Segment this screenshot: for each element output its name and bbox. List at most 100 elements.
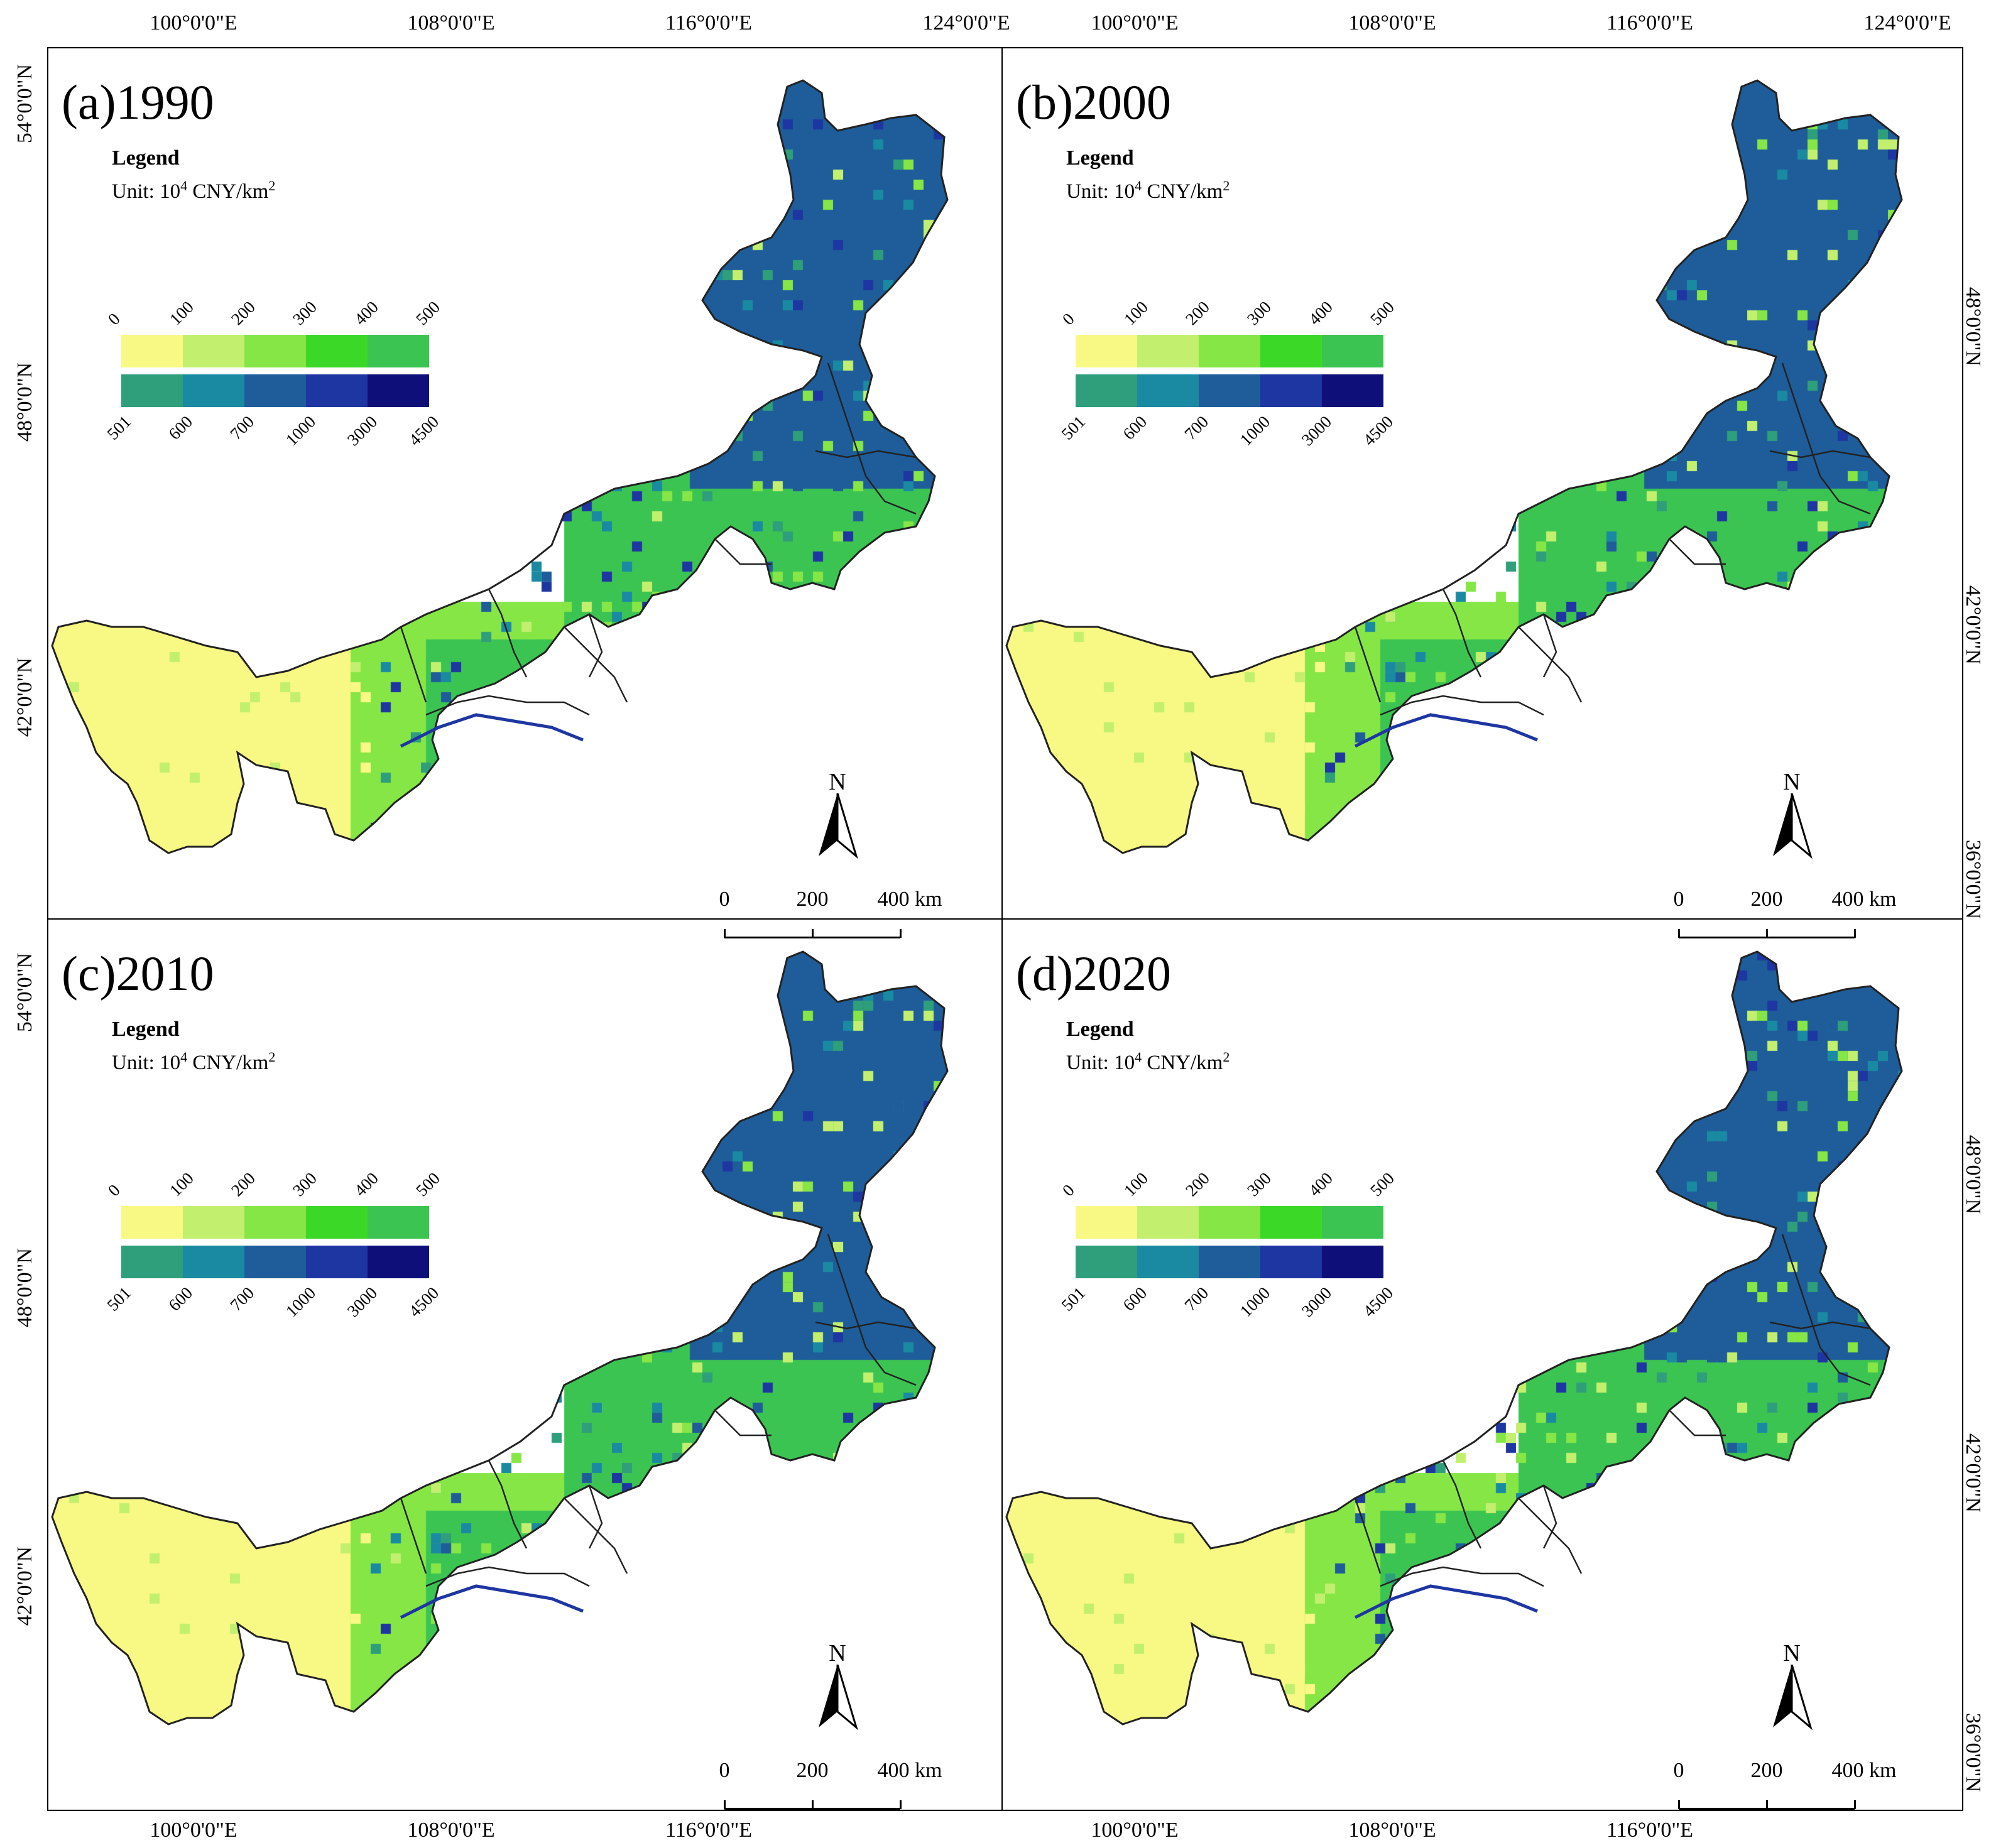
lon-label-top: 124°0'0"E xyxy=(922,11,1010,35)
legend-swatch-bottom xyxy=(1076,1246,1137,1278)
legend-swatch-top xyxy=(1137,1206,1199,1239)
lat-label-right: 36°0'0"N xyxy=(1961,1712,1985,1793)
legend-swatch-bottom xyxy=(1260,1246,1322,1278)
unit-exp: 4 xyxy=(180,1049,188,1065)
legend-swatch-top xyxy=(183,1206,244,1239)
lon-label-top: 100°0'0"E xyxy=(1091,11,1179,35)
lon-label-top: 116°0'0"E xyxy=(1606,11,1694,35)
inner-mongolia-map xyxy=(51,79,949,854)
north-arrow: N xyxy=(1770,768,1814,862)
lat-label-right: 48°0'0"N xyxy=(1961,286,1985,367)
lat-label-right: 48°0'0"N xyxy=(1961,1134,1985,1215)
north-arrow-icon xyxy=(819,1665,858,1731)
legend-swatch-bottom xyxy=(183,374,244,407)
unit-exp: 4 xyxy=(1135,178,1142,193)
north-arrow: N xyxy=(1770,1639,1814,1734)
panel-title: (d)2020 xyxy=(1016,946,1171,1001)
lat-label-left: 42°0'0"N xyxy=(13,657,36,737)
legend-unit: Unit: 104 CNY/km2 xyxy=(112,1049,275,1075)
scale-label-200: 200 xyxy=(1750,888,1783,911)
inner-mongolia-map xyxy=(1005,950,1903,1726)
legend-swatch-bottom xyxy=(306,1246,368,1278)
lat-label-left: 54°0'0"N xyxy=(13,63,36,144)
lon-label-bottom: 116°0'0"E xyxy=(1606,1818,1694,1842)
unit-exp2: 2 xyxy=(1223,1049,1230,1065)
unit-exp2: 2 xyxy=(268,178,276,193)
legend-swatch-top xyxy=(121,1206,183,1239)
legend-swatch-top xyxy=(1199,1206,1260,1239)
panel-title: (a)1990 xyxy=(62,75,214,129)
map-panel: (b)2000 Legend Unit: 104 CNY/km2 xyxy=(1003,49,1956,938)
north-arrow: N xyxy=(815,1639,859,1734)
map-panel: (a)1990 Legend Unit: 104 CNY/km2 xyxy=(49,49,1001,938)
legend-swatch-bottom xyxy=(244,1246,306,1278)
unit-suffix: CNY/km xyxy=(1142,1052,1223,1074)
legend-unit: Unit: 104 CNY/km2 xyxy=(1066,178,1230,204)
unit-exp2: 2 xyxy=(1223,178,1230,193)
north-arrow-icon xyxy=(1773,793,1813,859)
legend-swatch-bottom xyxy=(1076,374,1137,407)
lat-label-left: 42°0'0"N xyxy=(13,1546,36,1626)
legend-swatch-top xyxy=(1322,1206,1383,1239)
lat-label-right: 42°0'0"N xyxy=(1961,1433,1985,1513)
map-frame xyxy=(47,47,1963,1811)
legend-swatch-bottom xyxy=(1199,374,1260,407)
unit-exp2: 2 xyxy=(268,1049,276,1065)
lon-label-top: 108°0'0"E xyxy=(1348,11,1436,35)
map-panel: (c)2010 Legend Unit: 104 CNY/km2 xyxy=(49,920,1001,1810)
legend-swatch-top xyxy=(1199,335,1260,367)
legend-swatch-bottom xyxy=(368,1246,429,1278)
legend-title: Legend xyxy=(112,146,180,170)
legend-title: Legend xyxy=(112,1018,180,1041)
legend-swatch-top xyxy=(183,335,244,367)
scale-label-0: 0 xyxy=(1673,888,1684,911)
lon-label-bottom: 108°0'0"E xyxy=(1348,1818,1436,1842)
lat-label-left: 48°0'0"N xyxy=(13,362,36,442)
inner-mongolia-map xyxy=(51,950,949,1726)
legend-swatch-bottom xyxy=(1199,1246,1260,1278)
scale-label-400: 400 km xyxy=(877,888,942,911)
legend-swatch-bottom xyxy=(244,374,306,407)
legend-swatch-bottom xyxy=(306,374,368,407)
unit-prefix: Unit: 10 xyxy=(112,1052,181,1074)
scale-label-200: 200 xyxy=(796,1759,829,1782)
panel-divider-vertical xyxy=(1001,47,1003,1811)
north-arrow-icon xyxy=(819,793,858,859)
scale-label-400: 400 km xyxy=(877,1759,942,1782)
legend-swatch-top xyxy=(1076,1206,1137,1239)
legend-swatch-bottom xyxy=(121,1246,183,1278)
north-arrow-icon xyxy=(1773,1665,1813,1731)
unit-prefix: Unit: 10 xyxy=(1066,1052,1135,1074)
lat-label-right: 36°0'0"N xyxy=(1961,839,1985,920)
north-letter: N xyxy=(829,769,846,795)
legend-swatch-top xyxy=(306,335,368,367)
scale-label-0: 0 xyxy=(1673,1759,1684,1782)
legend-swatch-top xyxy=(1137,335,1199,367)
unit-prefix: Unit: 10 xyxy=(112,180,181,203)
scale-label-0: 0 xyxy=(719,1759,730,1782)
lon-label-top: 100°0'0"E xyxy=(150,11,237,35)
lon-label-top: 108°0'0"E xyxy=(407,11,495,35)
legend-swatch-top xyxy=(1076,335,1137,367)
north-letter: N xyxy=(1783,1640,1801,1666)
unit-suffix: CNY/km xyxy=(1142,180,1223,203)
legend-swatch-bottom xyxy=(1137,374,1199,407)
unit-exp: 4 xyxy=(180,178,188,193)
panel-title: (c)2010 xyxy=(62,946,214,1001)
unit-exp: 4 xyxy=(1135,1049,1142,1065)
legend-swatch-bottom xyxy=(368,374,429,407)
scale-label-200: 200 xyxy=(796,888,829,911)
map-panel: (d)2020 Legend Unit: 104 CNY/km2 xyxy=(1003,920,1956,1810)
legend-swatch-top xyxy=(368,335,429,367)
legend-swatch-bottom xyxy=(183,1246,244,1278)
unit-suffix: CNY/km xyxy=(187,1052,269,1074)
legend-swatch-top xyxy=(121,335,183,367)
lat-label-left: 54°0'0"N xyxy=(13,952,36,1033)
lon-label-bottom: 116°0'0"E xyxy=(665,1818,753,1842)
north-letter: N xyxy=(829,1640,846,1666)
lon-label-bottom: 100°0'0"E xyxy=(1091,1818,1179,1842)
legend-swatch-bottom xyxy=(121,374,183,407)
inner-mongolia-map xyxy=(1005,79,1903,854)
legend-swatch-top xyxy=(368,1206,429,1239)
lon-label-bottom: 108°0'0"E xyxy=(407,1818,495,1842)
